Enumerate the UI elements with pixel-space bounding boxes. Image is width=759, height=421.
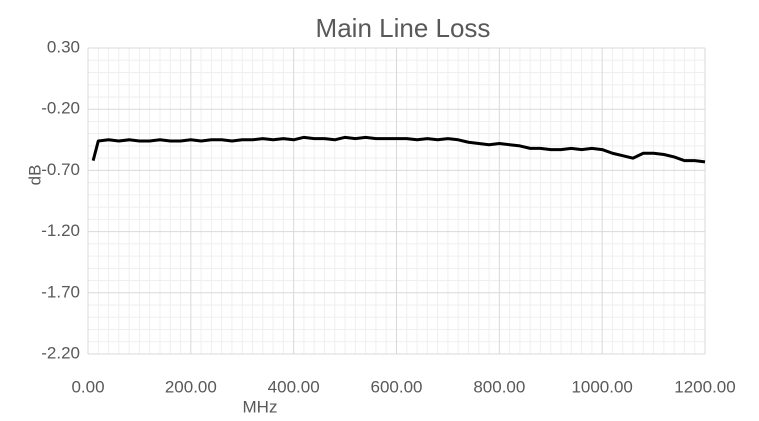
- x-tick-label: 1200.00: [674, 377, 735, 396]
- x-tick-label: 800.00: [473, 377, 525, 396]
- y-tick-label: -1.20: [41, 221, 80, 240]
- x-tick-label: 600.00: [371, 377, 423, 396]
- y-tick-label: 0.30: [47, 37, 80, 56]
- x-tick-label: 200.00: [165, 377, 217, 396]
- grid: [87, 47, 706, 355]
- y-tick-label: -0.70: [41, 160, 80, 179]
- y-axis-label: dB: [25, 165, 44, 186]
- chart-title: Main Line Loss: [316, 13, 491, 43]
- x-tick-label: 400.00: [268, 377, 320, 396]
- x-tick-label: 0.00: [71, 377, 104, 396]
- y-tick-label: -1.70: [41, 282, 80, 301]
- data-line: [91, 135, 706, 164]
- y-tick-label: -0.20: [41, 99, 80, 118]
- x-axis-label: MHz: [243, 397, 278, 416]
- y-tick-label: -2.20: [41, 343, 80, 362]
- x-tick-label: 1000.00: [571, 377, 632, 396]
